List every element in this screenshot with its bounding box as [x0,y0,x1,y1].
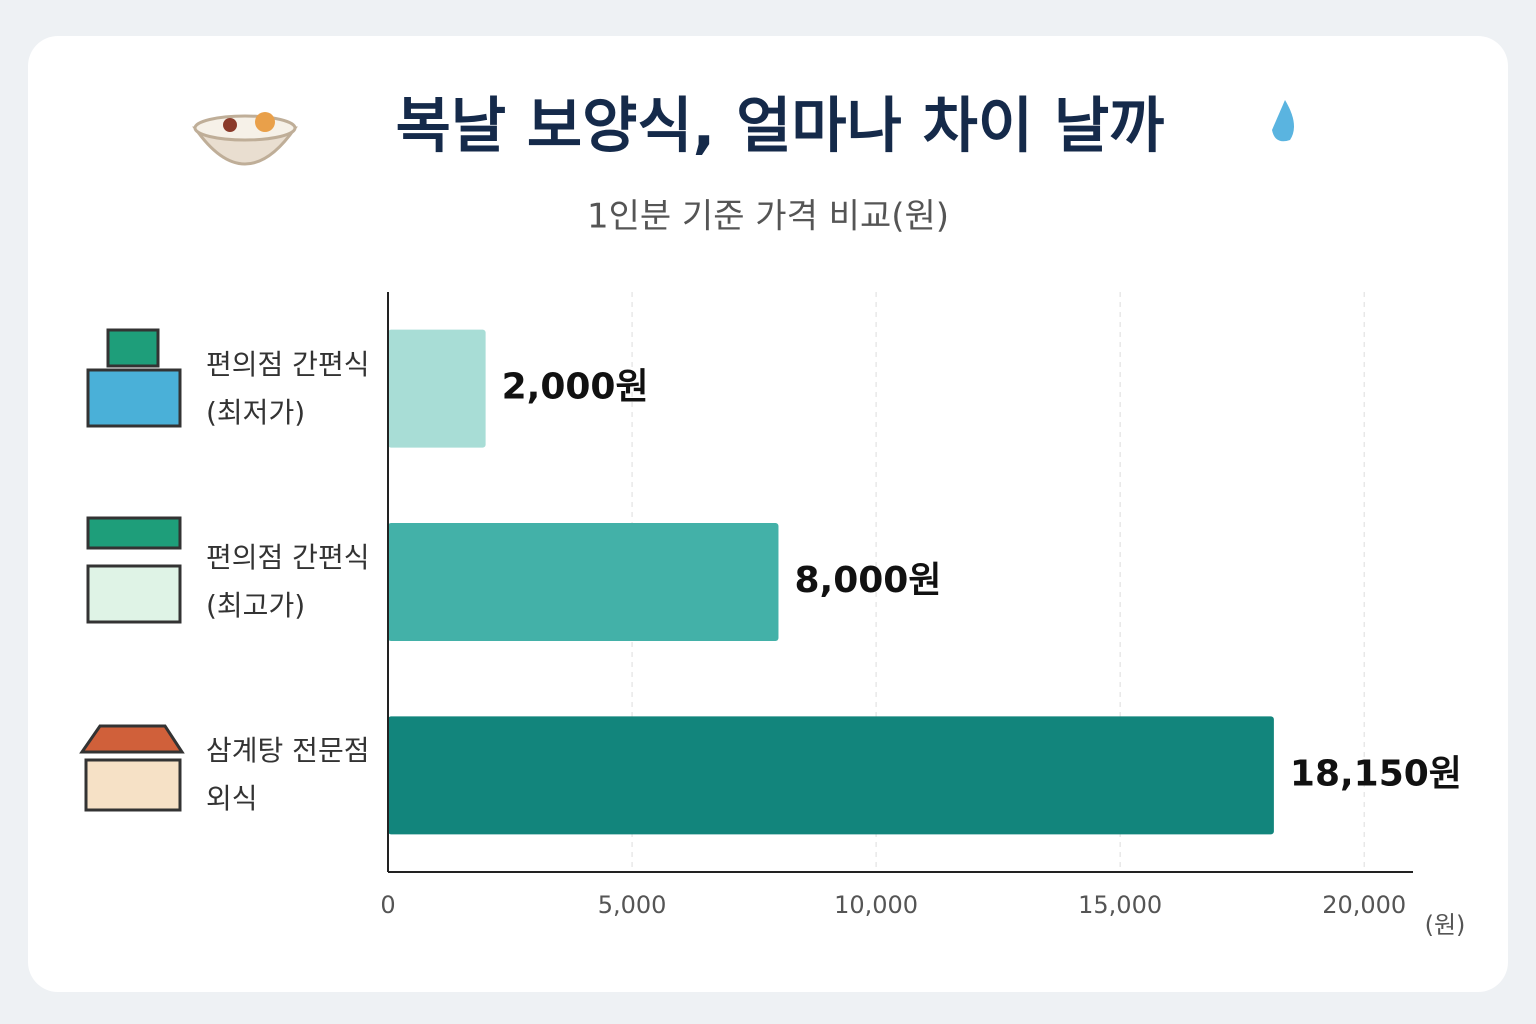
value-label: 18,150원 [1290,753,1462,794]
x-tick-label: 0 [380,891,395,919]
category-label: 편의점 간편식 (최고가) [206,541,370,622]
bar [388,716,1274,835]
x-tick-label: 15,000 [1078,891,1162,919]
card [28,36,1508,992]
category-label: 삼계탕 전문점 외식 [206,734,370,816]
bar [388,523,779,641]
x-tick-label: 5,000 [598,891,667,919]
x-unit: (원) [1425,911,1466,939]
bowl-icon [192,112,298,166]
value-label: 8,000원 [794,560,941,601]
bar [388,329,486,448]
chart-title: 복날 보양식, 얼마나 차이 날까 [396,92,1165,162]
x-tick-label: 20,000 [1322,891,1406,919]
category-label: 편의점 간편식 (최저가) [206,347,370,429]
x-tick-label: 10,000 [834,891,918,919]
store-icon [79,328,185,812]
drop-icon [1272,100,1294,142]
value-label: 2,000원 [502,367,649,408]
chart-subtitle: 1인분 기준 가격 비교(원) [587,197,949,237]
